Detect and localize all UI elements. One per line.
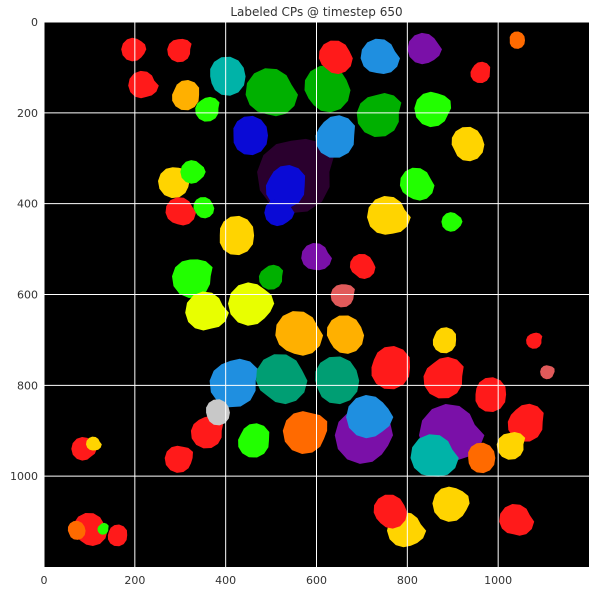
region-blob [371,346,410,390]
region-blob [233,115,268,156]
region-blob [264,198,295,227]
region-blob [193,197,215,219]
region-blob [526,332,543,349]
region-blob [330,284,355,308]
region-blob [540,365,555,380]
x-tick-label: 800 [397,574,418,587]
y-tick-label: 200 [17,107,38,120]
x-tick-label: 0 [41,574,48,587]
region-blob [67,520,86,540]
x-tick-label: 600 [306,574,327,587]
y-tick-label: 0 [31,16,38,29]
region-blob [468,442,496,474]
region-blob [128,70,159,99]
region-blob [256,354,308,405]
region-blob [407,32,442,65]
region-blob [172,259,213,298]
region-blob [164,445,193,473]
region-blob [441,212,463,232]
region-blob [185,291,229,331]
region-blob [121,37,147,62]
region-blob [349,254,376,279]
region-blob [172,80,200,111]
region-blob [451,126,485,162]
region-blob [470,61,491,83]
region-blob [507,403,544,442]
chart-title: Labeled CPs @ timestep 650 [230,5,402,19]
region-blob [86,436,102,451]
y-axis-ticks: 0 200 400 600 800 1000 [10,16,38,483]
region-blob [399,167,435,201]
region-blob [238,423,270,458]
x-tick-label: 1000 [484,574,512,587]
region-blob [432,486,470,522]
region-blob [206,399,230,426]
y-tick-label: 800 [17,379,38,392]
region-blob [496,432,526,460]
region-blob [414,91,452,128]
grid-lines [43,21,589,567]
region-blob [195,96,220,122]
region-blob [315,115,355,158]
region-blob [265,165,306,208]
x-tick-label: 200 [124,574,145,587]
region-blob [423,356,464,399]
region-blob [97,522,109,535]
region-blob [245,68,298,117]
region-blob [210,56,246,96]
y-tick-label: 400 [17,198,38,211]
y-tick-label: 1000 [10,470,38,483]
region-blob [165,197,196,226]
labeled-regions [67,31,555,548]
region-blob [275,311,324,356]
region-blob [228,282,275,326]
region-blob [315,356,360,405]
region-blob [432,327,457,354]
region-blob [326,315,365,354]
region-blob [258,264,284,290]
region-blob [356,93,402,137]
region-blob [180,160,206,184]
region-blob [475,377,507,412]
region-blob [318,40,353,75]
region-blob [167,38,192,63]
region-blob [410,434,459,477]
x-axis-ticks: 0 200 400 600 800 1000 [41,574,513,587]
y-tick-label: 600 [17,289,38,302]
region-blob [360,38,400,74]
region-blob [367,196,411,235]
region-blob [499,504,535,536]
region-blob [219,215,255,256]
x-tick-label: 400 [215,574,236,587]
region-blob [107,524,128,547]
region-blob [373,494,408,529]
region-blob [509,31,525,49]
region-blob [209,358,259,408]
region-blob [346,395,394,439]
